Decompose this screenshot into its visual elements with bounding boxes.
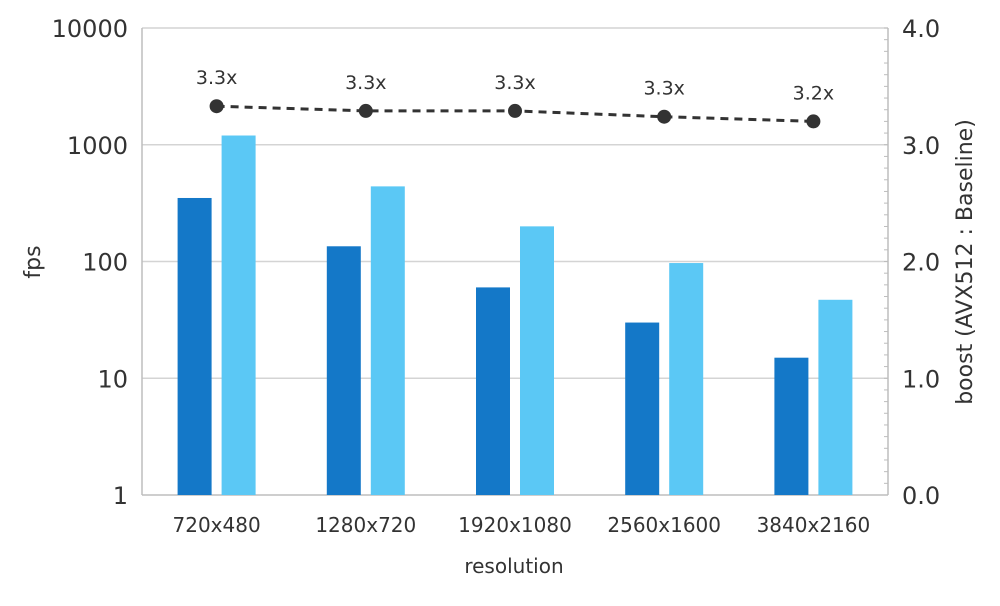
bar: [625, 322, 660, 495]
right-y-tick-label: 2.0: [902, 249, 940, 277]
right-y-tick-label: 0.0: [902, 482, 940, 510]
left-y-axis-title: fps: [21, 245, 46, 278]
left-y-tick-label: 10: [97, 365, 128, 393]
boost-data-label: 3.3x: [494, 72, 535, 94]
bar: [520, 226, 554, 496]
bar: [818, 299, 853, 495]
bar: [370, 186, 405, 496]
x-tick-label: 1280x720: [315, 513, 416, 537]
x-tick-label: 2560x1600: [607, 513, 721, 537]
boost-point: [209, 99, 224, 114]
bars: [177, 135, 853, 496]
right-y-axis-title: boost (AVX512 : Baseline): [953, 119, 978, 405]
x-axis-title: resolution: [464, 554, 563, 578]
right-y-tick-label: 1.0: [902, 365, 940, 393]
boost-point: [508, 103, 522, 118]
x-tick-label: 720x480: [173, 513, 261, 537]
boost-line: 3.3x 3.3x 3.3x 3.3x 3.2x: [196, 67, 834, 129]
boost-data-label: 3.3x: [196, 67, 237, 89]
right-y-tick-label: 4.0: [902, 15, 940, 43]
bar: [326, 246, 361, 495]
x-tick-labels: 720x480 1280x720 1920x1080 2560x1600 3840x21…: [173, 513, 871, 537]
right-y-tick-labels: 0.0 1.0 2.0 3.0 4.0: [902, 15, 940, 510]
boost-point: [358, 103, 373, 118]
left-y-tick-label: 1: [113, 482, 128, 510]
boost-data-label: 3.3x: [345, 72, 386, 94]
bar: [177, 197, 212, 496]
boost-data-label: 3.3x: [643, 78, 684, 100]
left-y-tick-labels: 1 10 100 1000 10000: [52, 15, 128, 510]
left-y-tick-label: 1000: [67, 132, 128, 160]
boost-point: [806, 114, 821, 129]
right-y-tick-label: 3.0: [902, 132, 940, 160]
bar: [669, 263, 704, 495]
boost-point: [657, 109, 672, 124]
x-tick-label: 1920x1080: [458, 513, 572, 537]
bar: [476, 287, 510, 495]
gridlines: [142, 27, 888, 379]
boost-data-label: 3.2x: [793, 82, 834, 104]
bar: [221, 135, 256, 495]
left-y-tick-label: 100: [82, 249, 128, 277]
left-y-tick-label: 10000: [52, 15, 128, 43]
x-tick-label: 3840x2160: [757, 513, 871, 537]
bar: [774, 357, 809, 495]
